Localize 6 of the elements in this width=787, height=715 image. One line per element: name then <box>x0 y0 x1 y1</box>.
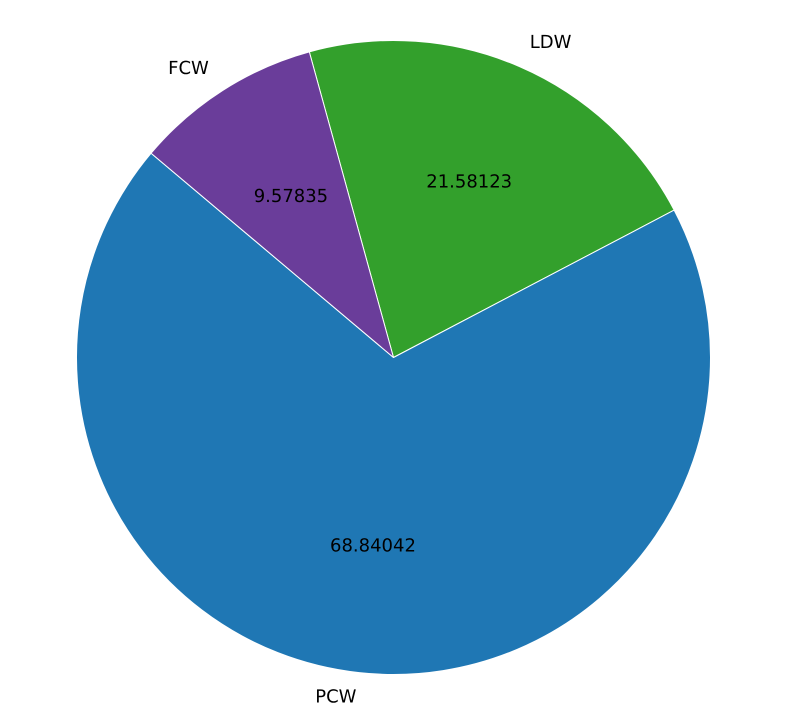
slice-label: FCW <box>168 58 210 79</box>
data-label: 21.58123 <box>426 172 512 193</box>
slice-label: PCW <box>315 686 357 708</box>
data-label: 68.84042 <box>330 535 416 556</box>
slice-label: LDW <box>530 32 572 54</box>
data-label: 9.57835 <box>254 186 328 208</box>
